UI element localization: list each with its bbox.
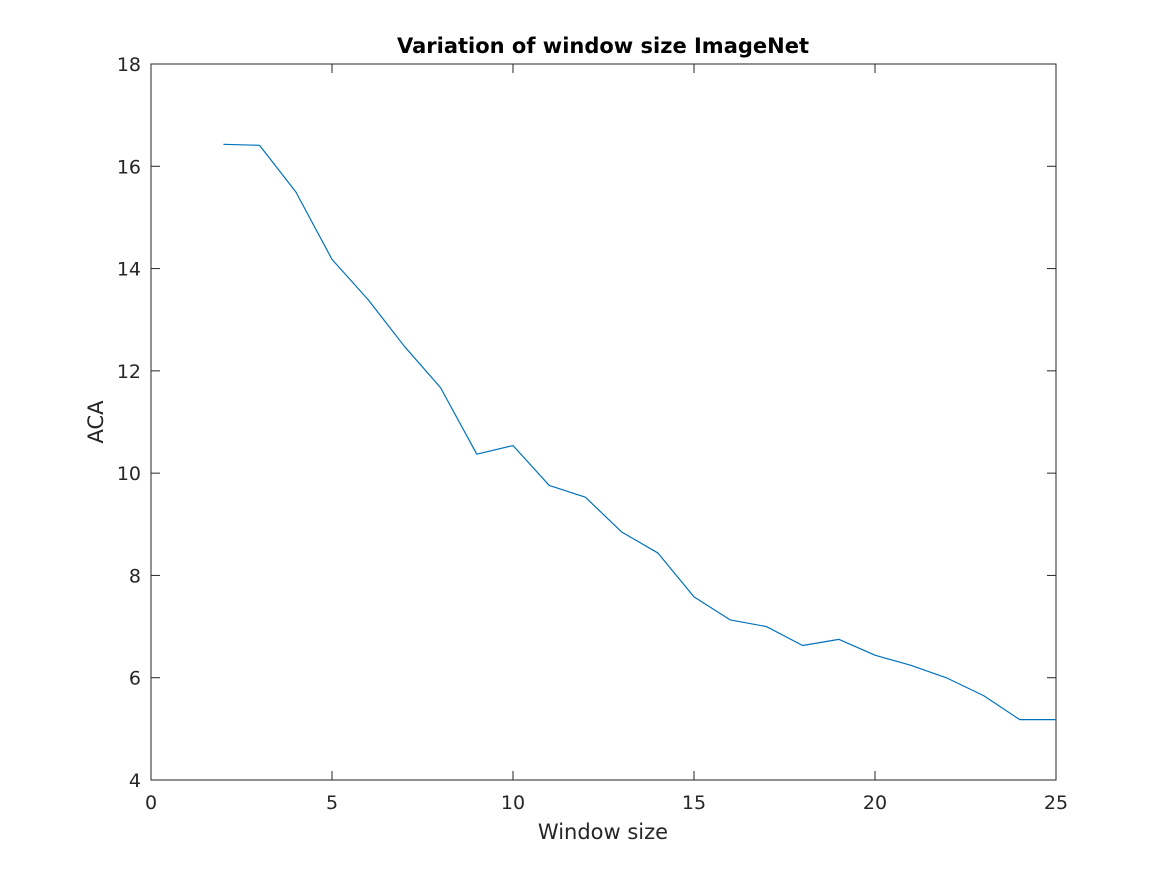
plot-area: 0 5 10 15 20 25 4 6 8 10 12 14 16 18	[117, 54, 1068, 814]
x-tick-label: 10	[501, 792, 525, 814]
data-point	[1019, 719, 1020, 720]
y-tick-label: 10	[117, 463, 141, 485]
data-point	[404, 346, 405, 347]
data-point	[1056, 719, 1057, 720]
y-axis-label: ACA	[84, 400, 108, 444]
y-tick-label: 16	[117, 156, 141, 178]
data-point	[657, 552, 658, 553]
data-point	[368, 299, 369, 300]
chart-title: Variation of window size ImageNet	[397, 34, 809, 58]
data-point	[259, 145, 260, 146]
data-point	[730, 619, 731, 620]
x-tick-label: 0	[145, 792, 157, 814]
data-point	[983, 695, 984, 696]
data-point	[223, 144, 224, 145]
x-tick-label: 25	[1044, 792, 1068, 814]
data-point	[947, 678, 948, 679]
data-point	[295, 191, 296, 192]
data-point	[440, 387, 441, 388]
data-point	[802, 645, 803, 646]
data-point	[585, 497, 586, 498]
y-tick-label: 6	[129, 668, 141, 690]
data-point	[513, 445, 514, 446]
data-point	[621, 531, 622, 532]
series-line	[223, 143, 1056, 721]
data-point	[838, 639, 839, 640]
data-point	[766, 626, 767, 627]
x-tick-label: 15	[682, 792, 706, 814]
y-tick-label: 14	[117, 259, 141, 281]
y-tick-label: 12	[117, 361, 141, 383]
x-axis-label: Window size	[538, 820, 668, 844]
x-tick-label: 5	[326, 792, 338, 814]
data-point	[549, 485, 550, 486]
y-axis-ticks: 4 6 8 10 12 14 16 18	[117, 54, 1056, 792]
x-tick-label: 20	[863, 792, 887, 814]
data-point	[332, 259, 333, 260]
x-axis-ticks: 0 5 10 15 20 25	[145, 64, 1068, 814]
data-point	[875, 655, 876, 656]
y-tick-label: 18	[117, 54, 141, 76]
series-layer	[223, 143, 1057, 721]
y-tick-label: 8	[129, 565, 141, 587]
data-point	[476, 454, 477, 455]
y-tick-label: 4	[129, 770, 141, 792]
data-point	[911, 665, 912, 666]
data-point	[694, 596, 695, 597]
axes-box	[150, 63, 1057, 781]
